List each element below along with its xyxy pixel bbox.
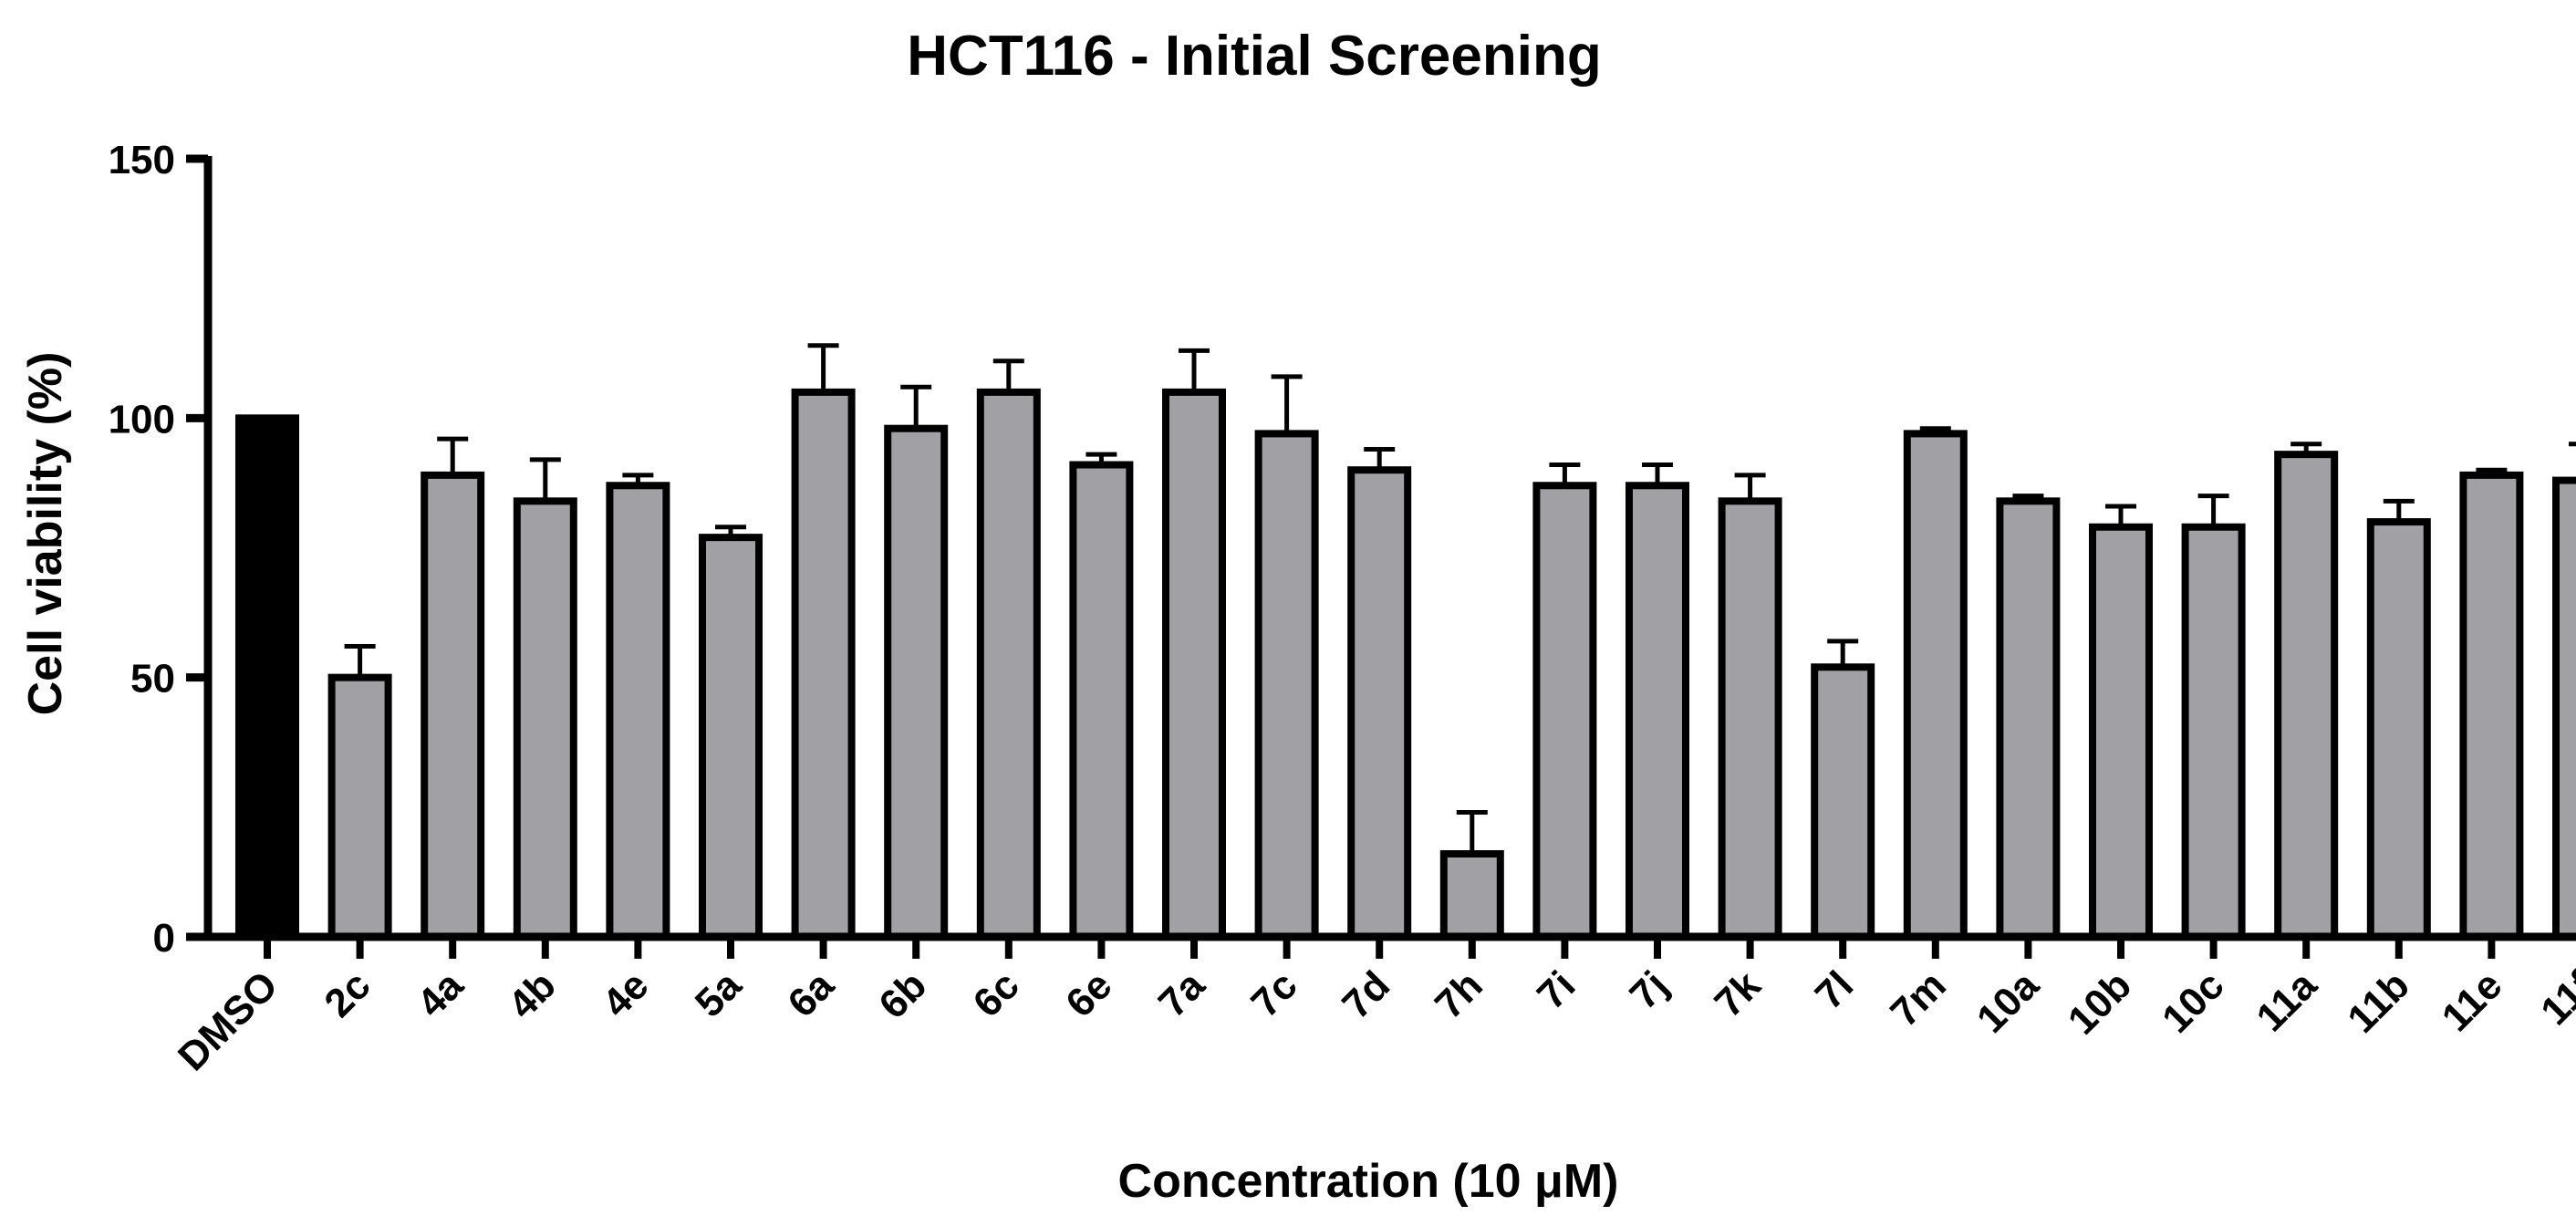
- x-tick-label: 7c: [1242, 962, 1305, 1025]
- x-tick-label: 10c: [2154, 962, 2233, 1042]
- x-tick-label: 10a: [1968, 962, 2048, 1042]
- bar-7k: [1718, 497, 1782, 941]
- bar-10a: [1996, 497, 2061, 941]
- bar-11f: [2552, 476, 2576, 941]
- y-tick-label: 150: [109, 138, 175, 182]
- x-tick-label: 7k: [1706, 962, 1770, 1026]
- bar-7h: [1439, 850, 1504, 941]
- bar-DMSO: [235, 414, 299, 941]
- x-tick-label: DMSO: [170, 962, 286, 1079]
- x-tick-label: 2c: [316, 962, 379, 1025]
- x-tick-label: 11f: [2532, 962, 2576, 1034]
- x-tick-label: 10b: [2060, 962, 2140, 1043]
- bar-6e: [1069, 461, 1134, 941]
- x-tick-label: 7a: [1150, 962, 1214, 1026]
- x-tick-label: 7j: [1621, 962, 1677, 1018]
- bar-7c: [1254, 430, 1319, 941]
- bar-11a: [2274, 451, 2339, 941]
- y-axis-label: Cell viability (%): [19, 352, 72, 716]
- x-axis-label: Concentration (10 μM): [1118, 1155, 1619, 1208]
- bar-7l: [1811, 663, 1875, 941]
- x-tick-label: 6e: [1057, 962, 1120, 1025]
- x-tick-label: 4a: [409, 962, 473, 1026]
- x-tick-label: 11e: [2434, 962, 2511, 1040]
- bar-4a: [421, 471, 485, 941]
- bars-group: [235, 343, 2576, 941]
- y-axis: 0 50 100 150: [109, 138, 213, 961]
- y-tick-label: 100: [109, 397, 175, 442]
- bar-6a: [791, 388, 856, 941]
- bar-6c: [976, 388, 1041, 941]
- bar-6b: [884, 424, 949, 941]
- chart-title: HCT116 - Initial Screening: [907, 25, 1601, 88]
- x-tick-label: 11b: [2339, 962, 2418, 1042]
- x-tick-label: 7i: [1529, 962, 1584, 1018]
- bar-7i: [1532, 482, 1597, 941]
- y-tick-label: 0: [153, 916, 175, 961]
- bar-7d: [1347, 466, 1412, 941]
- bar-7j: [1626, 482, 1689, 941]
- x-tick-label: 6b: [870, 962, 935, 1027]
- bar-2c: [327, 673, 392, 941]
- x-tick-label: 7m: [1882, 962, 1955, 1035]
- x-tick-label: 4b: [500, 962, 565, 1027]
- x-tick-label: 6a: [779, 962, 843, 1026]
- bar-4e: [606, 482, 670, 941]
- bar-10b: [2089, 523, 2153, 941]
- bar-5a: [699, 534, 763, 941]
- bar-4b: [513, 497, 577, 941]
- x-tick-label: 6c: [965, 962, 1028, 1025]
- bar-11e: [2459, 471, 2524, 941]
- bar-10c: [2181, 523, 2246, 941]
- x-tick-label: 7l: [1807, 962, 1863, 1018]
- x-tick-label: 7d: [1334, 962, 1398, 1027]
- x-tick-label: 5a: [687, 962, 751, 1026]
- x-tick-label: 11a: [2248, 962, 2325, 1040]
- bar-11b: [2366, 518, 2431, 941]
- y-tick-label: 50: [130, 657, 175, 702]
- bar-7m: [1903, 430, 1968, 941]
- x-tick-label: 7h: [1427, 962, 1491, 1027]
- x-axis: DMSO 2c 4a 4b 4e 5a 6a 6b 6c 6e 7a 7c 7d 7h 7i 7j 7k 7l 7m…: [170, 932, 2576, 1079]
- bar-7a: [1162, 388, 1226, 941]
- x-tick-label: 4e: [594, 962, 657, 1025]
